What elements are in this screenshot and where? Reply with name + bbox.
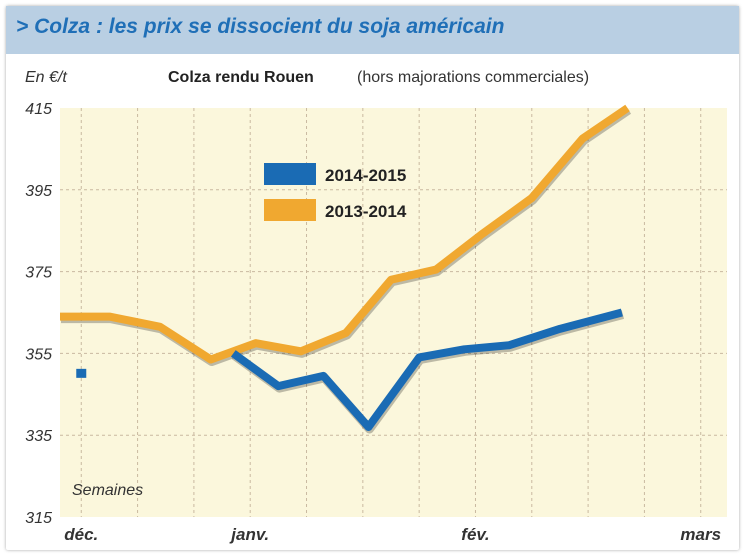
chart-heading: > Colza : les prix se dissocient du soja… [16, 15, 505, 38]
series-group [60, 104, 632, 434]
y-tick-label: 355 [25, 346, 52, 363]
x-axis-label: Semaines [72, 482, 143, 499]
y-tick-label: 335 [25, 428, 52, 445]
legend-label: 2013-2014 [325, 202, 407, 221]
y-axis-label: En €/t [25, 69, 67, 86]
y-tick-label: 315 [25, 510, 52, 527]
chart-subtitle: (hors majorations commerciales) [357, 69, 589, 86]
y-tick-label: 375 [25, 265, 52, 282]
series-line-2014-2015 [230, 308, 623, 432]
x-tick-label: fév. [461, 525, 489, 544]
legend-label: 2014-2015 [325, 166, 406, 185]
y-tick-label: 395 [25, 183, 52, 200]
series-line-2013-2014 [60, 104, 630, 364]
legend-swatch [264, 199, 316, 221]
y-ticks: 315 335 355 375 395 415 [25, 101, 52, 527]
chart-title: Colza rendu Rouen [168, 69, 314, 86]
x-ticks: déc. janv. fév. mars [64, 525, 721, 544]
data-point-marker [76, 368, 87, 378]
legend: 2014-2015 2013-2014 [264, 163, 407, 221]
x-tick-label: mars [680, 525, 721, 544]
x-tick-label: janv. [229, 525, 269, 544]
title-bar: > Colza : les prix se dissocient du soja… [6, 6, 739, 54]
x-tick-label: déc. [64, 525, 98, 544]
y-tick-label: 415 [25, 101, 52, 118]
legend-swatch [264, 163, 316, 185]
